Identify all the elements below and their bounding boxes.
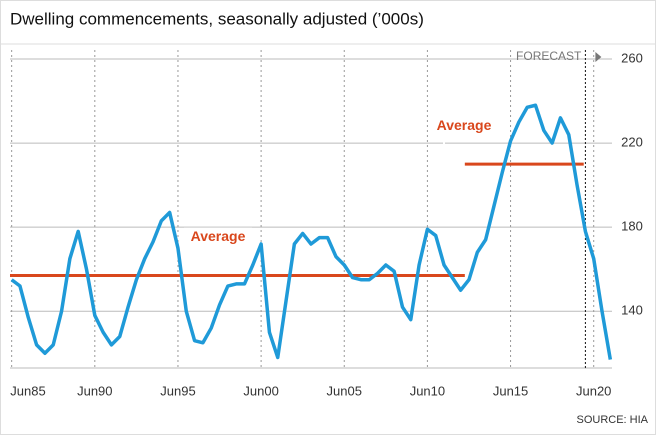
forecast-arrow bbox=[595, 52, 602, 62]
y-tick-label: 260 bbox=[621, 50, 643, 65]
y-tick-label: 140 bbox=[621, 303, 643, 318]
label-box bbox=[184, 227, 252, 248]
chart-title: Dwelling commencements, seasonally adjus… bbox=[10, 9, 424, 28]
y-tick-label: 220 bbox=[621, 135, 643, 150]
y-tick-label: 180 bbox=[621, 219, 643, 234]
forecast-label: FORECAST bbox=[516, 49, 582, 63]
x-tick-label: Jun00 bbox=[243, 383, 278, 398]
average-label: Average bbox=[437, 117, 492, 133]
x-tick-label: Jun20 bbox=[576, 383, 611, 398]
x-tick-label: Jun05 bbox=[327, 383, 362, 398]
x-tick-label: Jun15 bbox=[493, 383, 528, 398]
label-box bbox=[430, 116, 498, 137]
x-tick-label: Jun10 bbox=[410, 383, 445, 398]
average-label: Average bbox=[191, 228, 246, 244]
x-tick-label: Jun90 bbox=[77, 383, 112, 398]
x-tick-label: Jun95 bbox=[160, 383, 195, 398]
data-line bbox=[10, 103, 613, 360]
source: SOURCE: HIA bbox=[576, 414, 648, 426]
x-tick-label: Jun85 bbox=[10, 383, 45, 398]
